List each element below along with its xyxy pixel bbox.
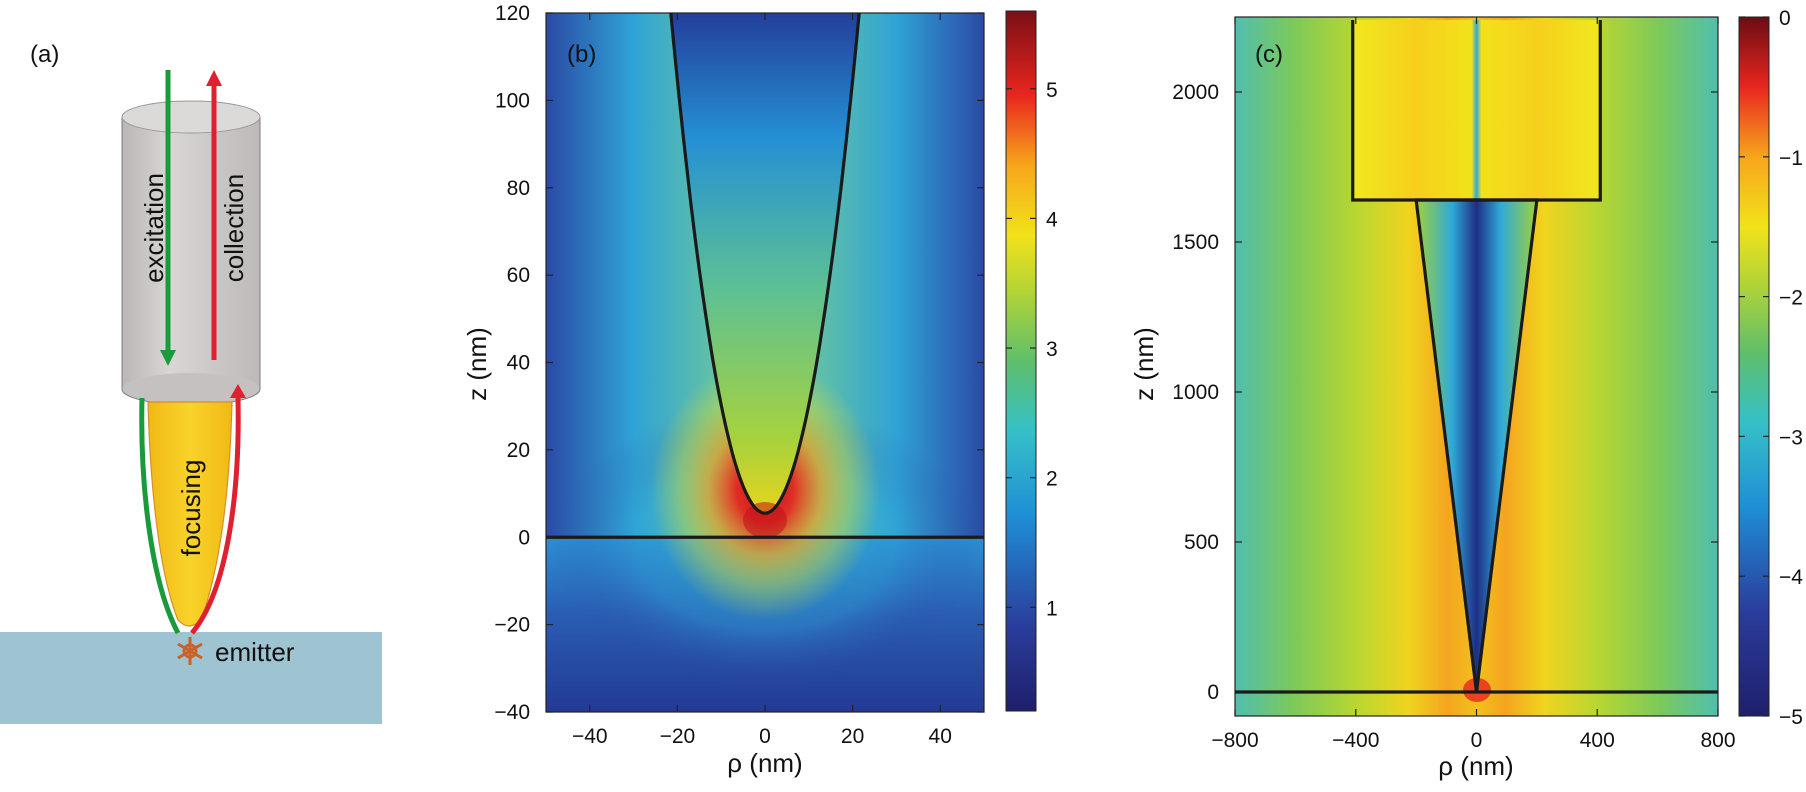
panel-b-chart: (b) −40 −20 0 20 40 −40 −20 0 20 40 60 80 100 120 ρ (… [462,2,1058,778]
collection-label: collection [219,174,249,282]
colorbar-tick-label: 0 [1779,7,1791,30]
x-tick-label: 40 [929,725,952,748]
emitter-label: emitter [215,637,295,667]
panel-c-heatmap [1235,17,1718,716]
panel-c-label: (c) [1255,41,1283,68]
panel-b-heatmap [546,13,984,712]
y-tick-label: 20 [507,439,530,462]
panel-b-colorbar [1005,10,1037,712]
x-tick-label: −800 [1211,729,1258,752]
colorbar-tick-label: 5 [1046,79,1058,102]
colorbar-tick-label: −4 [1779,566,1803,589]
x-tick-label: −20 [660,725,696,748]
x-tick-label: 0 [1471,729,1483,752]
collection-arrowhead [230,384,246,398]
tip-outline [669,13,861,515]
colorbar-tick-label: 2 [1046,468,1058,491]
panel-c-colorbar [1738,16,1770,717]
excitation-path [139,397,181,635]
y-tick-label: 60 [507,264,530,287]
panel-b-axes: −40 −20 0 20 40 −40 −20 0 20 40 60 80 100 120 [494,2,984,748]
y-tick-label: 0 [1207,681,1219,704]
colorbar-tick-label: 3 [1046,338,1058,361]
panel-c-ylabel: z (nm) [1129,327,1159,401]
cone-outline [1414,198,1539,693]
colorbar-tick-label: 4 [1046,208,1058,231]
panel-c-xlabel: ρ (nm) [1438,751,1513,781]
collection-arrow [206,70,222,360]
focusing-label: focusing [176,460,206,557]
panel-b-ylabel: z (nm) [462,327,492,401]
y-tick-label: 1500 [1172,231,1219,254]
y-tick-label: 100 [495,89,530,112]
x-tick-label: −400 [1332,729,1379,752]
y-tick-label: 0 [518,526,530,549]
panel-b-xlabel: ρ (nm) [727,748,802,778]
x-tick-label: 800 [1700,729,1735,752]
y-tick-label: 2000 [1172,81,1219,104]
colorbar-tick-label: 1 [1046,597,1058,620]
x-tick-label: 0 [759,725,771,748]
colorbar-tick-label: −3 [1779,426,1803,449]
colorbar-tick-label: −1 [1779,147,1803,170]
y-tick-label: 500 [1184,531,1219,554]
y-tick-label: −40 [494,701,530,724]
panel-a-schematic: (a) excitation collection [0,41,382,724]
y-tick-label: 80 [507,177,530,200]
x-tick-label: 20 [841,725,864,748]
panel-c-colorbar-ticks: −5 −4 −3 −2 −1 0 [1739,7,1803,729]
panel-b-colorbar-ticks: 1 2 3 4 5 [1006,79,1058,620]
panel-b-label: (b) [567,41,596,68]
panel-c-chart: (c) −800 −400 0 400 800 0 500 1000 1500 2000 ρ (n… [1129,7,1803,781]
optical-fiber [121,100,261,406]
panel-a-label: (a) [30,41,59,68]
colorbar-tick-label: −5 [1779,706,1803,729]
y-tick-label: −20 [494,614,530,637]
excitation-label: excitation [139,173,169,283]
panel-c-axes: −800 −400 0 400 800 0 500 1000 1500 2000 [1172,17,1736,752]
focusing-tip [147,401,233,627]
emitter-icon [177,637,203,665]
x-tick-label: 400 [1580,729,1615,752]
collection-path [190,397,241,635]
y-tick-label: 40 [507,352,530,375]
colorbar-tick-label: −2 [1779,287,1803,310]
excitation-arrow [160,70,176,366]
y-tick-label: 1000 [1172,381,1219,404]
x-tick-label: −40 [572,725,608,748]
y-tick-label: 120 [495,2,530,25]
